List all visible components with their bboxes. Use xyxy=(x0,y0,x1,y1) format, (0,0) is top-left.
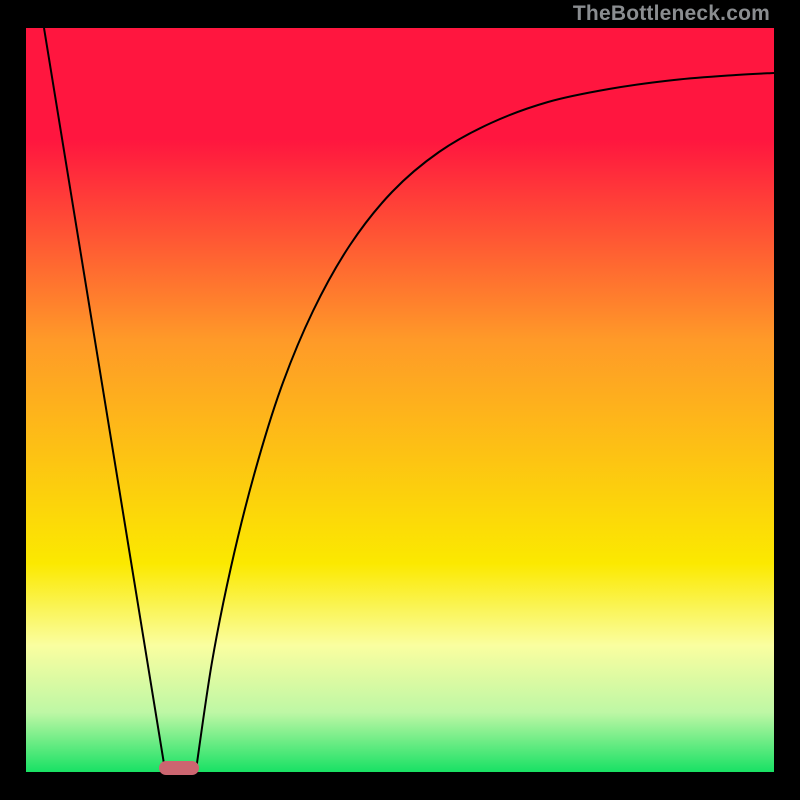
optimum-marker xyxy=(159,761,199,775)
chart-frame: TheBottleneck.com xyxy=(0,0,800,800)
plot-area xyxy=(26,28,774,772)
watermark-text: TheBottleneck.com xyxy=(573,2,770,26)
bottleneck-curve xyxy=(26,28,774,772)
